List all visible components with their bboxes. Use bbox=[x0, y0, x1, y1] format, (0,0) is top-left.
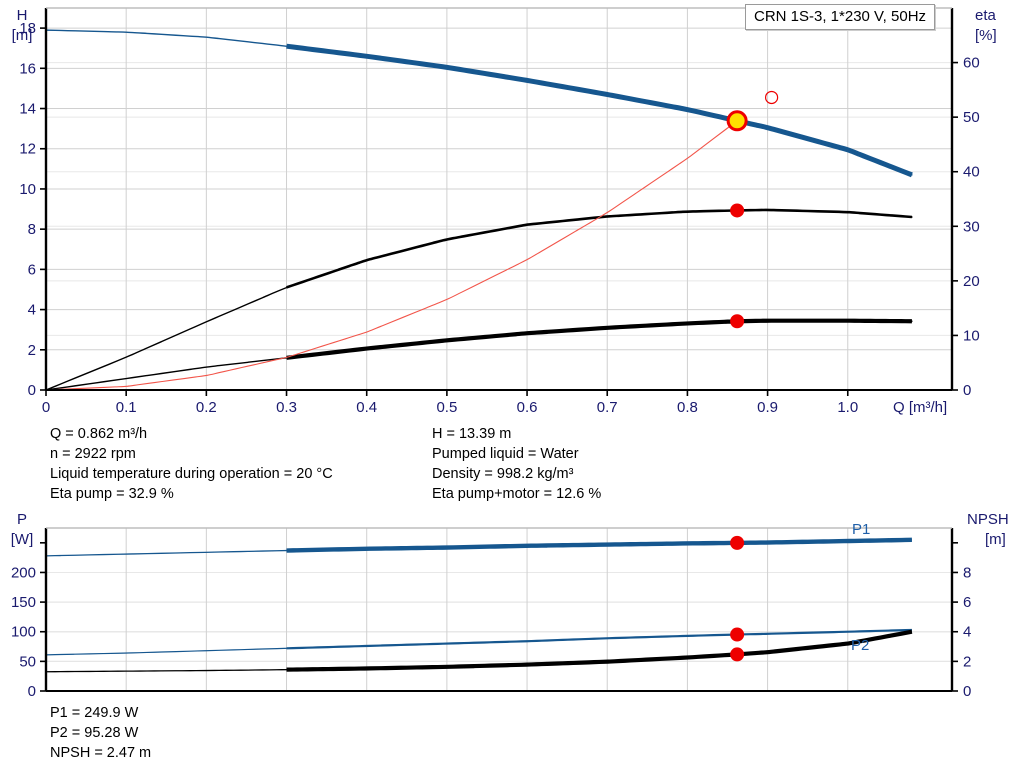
tick-label-h: 18 bbox=[19, 20, 36, 37]
p1-duty-point-marker[interactable] bbox=[730, 535, 745, 550]
tick-label-h: 8 bbox=[28, 221, 36, 238]
tick-label-p: 50 bbox=[19, 653, 36, 670]
tick-label-h: 0 bbox=[28, 382, 36, 399]
axes bbox=[44, 527, 954, 692]
y-axis-unit-h: [m] bbox=[12, 27, 33, 44]
tick-label-npsh: 4 bbox=[963, 624, 971, 641]
grid-lines bbox=[46, 8, 952, 390]
markers bbox=[726, 90, 779, 329]
head-curve-thin bbox=[45, 29, 913, 176]
markers bbox=[730, 535, 745, 662]
info-pumped-liquid: Pumped liquid = Water bbox=[432, 446, 579, 462]
tick-label-eta: 10 bbox=[963, 327, 980, 344]
info-liquid-temperature: Liquid temperature during operation = 20… bbox=[50, 466, 333, 482]
tick-label-eta: 30 bbox=[963, 218, 980, 235]
tick-label-p: 150 bbox=[11, 594, 36, 611]
tick-label-eta: 0 bbox=[963, 382, 971, 399]
y2-axis-title-npsh: NPSH bbox=[967, 511, 1009, 528]
axes bbox=[44, 7, 954, 391]
tick-label-q: 0.4 bbox=[356, 399, 377, 415]
head-efficiency-chart: 0 2 4 6 8 10 12 14 16 18 0 10 20 30 40 50 60 0 0.1 0.2 0.3 0.… bbox=[12, 7, 997, 415]
info-eta-pump: Eta pump = 32.9 % bbox=[50, 486, 174, 502]
y-axis-unit-p: [W] bbox=[11, 531, 34, 548]
axis-titles: H [m] eta [%] Q [m³/h] bbox=[12, 7, 997, 415]
curve-label-p1: P1 bbox=[852, 521, 870, 538]
tick-label-h: 2 bbox=[28, 342, 36, 359]
duty-point-marker[interactable] bbox=[726, 110, 748, 132]
system-curve bbox=[45, 120, 738, 391]
tick-label-q: 0 bbox=[42, 399, 50, 415]
info-h: H = 13.39 m bbox=[432, 426, 512, 442]
tick-label-eta: 40 bbox=[963, 164, 980, 181]
tick-labels: 0 50 100 150 200 0 2 4 6 8 bbox=[11, 542, 971, 700]
curves bbox=[45, 29, 913, 391]
x-axis-title-q: Q [m³/h] bbox=[893, 399, 947, 415]
tick-label-eta: 50 bbox=[963, 109, 980, 126]
info-p2: P2 = 95.28 W bbox=[50, 725, 139, 741]
tick-label-q: 0.2 bbox=[196, 399, 217, 415]
tick-label-npsh: 2 bbox=[963, 653, 971, 670]
y2-axis-unit-npsh: [m] bbox=[985, 531, 1006, 548]
duty-info-column-1: Q = 0.862 m³/h n = 2922 rpm Liquid tempe… bbox=[50, 424, 333, 504]
npsh-curve-thick bbox=[286, 629, 913, 672]
tick-label-q: 0.7 bbox=[597, 399, 618, 415]
y2-axis-unit-eta: [%] bbox=[975, 27, 997, 44]
tick-label-npsh: 6 bbox=[963, 594, 971, 611]
tick-label-h: 6 bbox=[28, 261, 36, 278]
tick-label-npsh: 8 bbox=[963, 564, 971, 581]
open-circle-marker-marker[interactable] bbox=[765, 90, 779, 105]
tick-label-h: 12 bbox=[19, 141, 36, 158]
duty-info-column-2: H = 13.39 m Pumped liquid = Water Densit… bbox=[432, 424, 601, 504]
tick-label-h: 16 bbox=[19, 60, 36, 77]
tick-label-eta: 20 bbox=[963, 273, 980, 290]
tick-label-h: 14 bbox=[19, 101, 36, 118]
eta-pump-point-marker[interactable] bbox=[730, 203, 745, 218]
info-p1: P1 = 249.9 W bbox=[50, 705, 139, 721]
tick-label-q: 0.8 bbox=[677, 399, 698, 415]
tick-label-eta: 60 bbox=[963, 55, 980, 72]
curve-label-p2: P2 bbox=[851, 637, 869, 654]
tick-label-q: 0.6 bbox=[517, 399, 538, 415]
tick-label-q: 0.1 bbox=[116, 399, 137, 415]
head-curve-thick bbox=[286, 43, 913, 178]
tick-label-npsh: 0 bbox=[963, 683, 971, 700]
tick-label-h: 10 bbox=[19, 181, 36, 198]
power-npsh-chart: 0 50 100 150 200 0 2 4 6 8 P [W] NPSH [m] P1 P2 bbox=[11, 511, 1009, 700]
p1-curve-thick bbox=[286, 537, 912, 553]
info-eta-pump-motor: Eta pump+motor = 12.6 % bbox=[432, 486, 602, 502]
curves bbox=[45, 537, 913, 673]
p2-duty-point-marker[interactable] bbox=[730, 627, 745, 642]
tick-label-q: 0.5 bbox=[436, 399, 457, 415]
tick-label-p: 200 bbox=[11, 564, 36, 581]
y2-axis-title-eta: eta bbox=[975, 7, 997, 24]
info-density: Density = 998.2 kg/m³ bbox=[432, 466, 574, 482]
grid-lines bbox=[46, 528, 952, 691]
tick-label-q: 0.3 bbox=[276, 399, 297, 415]
tick-label-p: 100 bbox=[11, 624, 36, 641]
y-axis-title-h: H bbox=[17, 7, 28, 24]
eta-pump-curve-thin bbox=[45, 209, 913, 391]
eta-pump-motor-point-marker[interactable] bbox=[730, 314, 745, 329]
power-info-block: P1 = 249.9 W P2 = 95.28 W NPSH = 2.47 m bbox=[50, 703, 151, 763]
info-q: Q = 0.862 m³/h bbox=[50, 426, 148, 442]
y-axis-title-p: P bbox=[17, 511, 27, 528]
tick-label-p: 0 bbox=[28, 683, 36, 700]
tick-label-q: 0.9 bbox=[757, 399, 778, 415]
eta-pump-curve-thick bbox=[286, 208, 913, 289]
tick-label-h: 4 bbox=[28, 302, 36, 319]
info-npsh: NPSH = 2.47 m bbox=[50, 745, 152, 761]
info-n: n = 2922 rpm bbox=[50, 446, 136, 462]
tick-label-q: 1.0 bbox=[837, 399, 858, 415]
npsh-duty-point-marker[interactable] bbox=[730, 647, 745, 662]
curve-labels: P1 P2 bbox=[851, 521, 870, 654]
axis-titles: P [W] NPSH [m] bbox=[11, 511, 1009, 548]
p2-curve-thick bbox=[286, 628, 912, 650]
tick-labels: 0 2 4 6 8 10 12 14 16 18 0 10 20 30 40 50 60 0 0.1 0.2 0.3 0.… bbox=[19, 20, 979, 415]
eta-pump-motor-curve-thick bbox=[286, 318, 912, 360]
chart-title-box: CRN 1S-3, 1*230 V, 50Hz bbox=[745, 4, 936, 30]
